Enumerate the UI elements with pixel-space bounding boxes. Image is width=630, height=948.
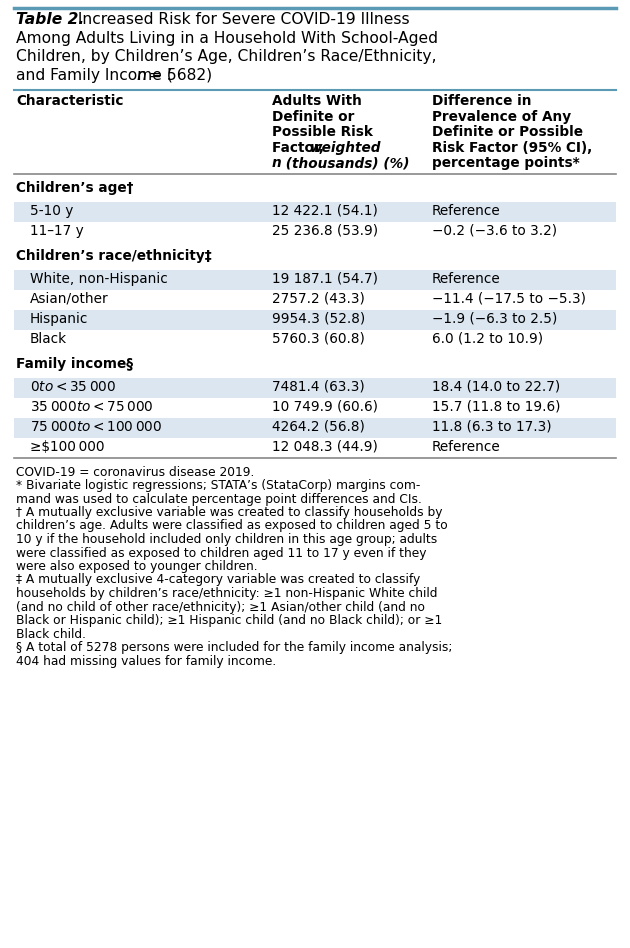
Text: −1.9 (−6.3 to 2.5): −1.9 (−6.3 to 2.5)	[432, 312, 558, 325]
Bar	[14, 246, 616, 269]
Text: 11–17 y: 11–17 y	[30, 224, 84, 238]
Text: 4264.2 (56.8): 4264.2 (56.8)	[272, 420, 365, 433]
Text: $0 to <$35 000: $0 to <$35 000	[30, 379, 116, 393]
Text: 6.0 (1.2 to 10.9): 6.0 (1.2 to 10.9)	[432, 332, 543, 345]
Text: 25 236.8 (53.9): 25 236.8 (53.9)	[272, 224, 378, 238]
Text: 12 048.3 (44.9): 12 048.3 (44.9)	[272, 440, 378, 453]
Bar	[14, 269, 616, 289]
Text: Definite or Possible: Definite or Possible	[432, 125, 583, 139]
Text: 12 422.1 (54.1): 12 422.1 (54.1)	[272, 204, 378, 217]
Text: Prevalence of Any: Prevalence of Any	[432, 110, 571, 123]
Text: Hispanic: Hispanic	[30, 312, 88, 325]
Text: Family income§: Family income§	[16, 356, 133, 371]
Text: children’s age. Adults were classified as exposed to children aged 5 to: children’s age. Adults were classified a…	[16, 520, 448, 533]
Text: White, non-Hispanic: White, non-Hispanic	[30, 271, 168, 285]
Text: households by children’s race/ethnicity: ≥1 non-Hispanic White child: households by children’s race/ethnicity:…	[16, 587, 437, 600]
Text: (and no child of other race/ethnicity); ≥1 Asian/other child (and no: (and no child of other race/ethnicity); …	[16, 600, 425, 613]
Text: 18.4 (14.0 to 22.7): 18.4 (14.0 to 22.7)	[432, 379, 560, 393]
Text: −0.2 (−3.6 to 3.2): −0.2 (−3.6 to 3.2)	[432, 224, 557, 238]
Text: Factor,: Factor,	[272, 140, 329, 155]
Text: Reference: Reference	[432, 204, 501, 217]
Text: Table 2.: Table 2.	[16, 12, 84, 27]
Text: * Bivariate logistic regressions; STATA’s (StataCorp) margins com-: * Bivariate logistic regressions; STATA’…	[16, 479, 420, 492]
Text: n: n	[272, 156, 282, 170]
Text: Children’s race/ethnicity‡: Children’s race/ethnicity‡	[16, 248, 212, 263]
Text: 5-10 y: 5-10 y	[30, 204, 73, 217]
Text: $75 000 to <$100 000: $75 000 to <$100 000	[30, 420, 163, 433]
Text: Children’s age†: Children’s age†	[16, 180, 134, 194]
Text: Possible Risk: Possible Risk	[272, 125, 373, 139]
Text: ≥$100 000: ≥$100 000	[30, 440, 105, 453]
Text: Increased Risk for Severe COVID-19 Illness: Increased Risk for Severe COVID-19 Illne…	[73, 12, 410, 27]
Text: n: n	[136, 67, 146, 82]
Text: and Family Income (: and Family Income (	[16, 67, 173, 82]
Bar	[14, 309, 616, 330]
Text: Risk Factor (95% CI),: Risk Factor (95% CI),	[432, 140, 592, 155]
Bar	[14, 354, 616, 377]
Text: Asian/other: Asian/other	[30, 291, 108, 305]
Text: 19 187.1 (54.7): 19 187.1 (54.7)	[272, 271, 378, 285]
Text: Adults With: Adults With	[272, 94, 362, 108]
Text: Black: Black	[30, 332, 67, 345]
Text: Black child.: Black child.	[16, 628, 86, 641]
Text: −11.4 (−17.5 to −5.3): −11.4 (−17.5 to −5.3)	[432, 291, 586, 305]
Text: Reference: Reference	[432, 271, 501, 285]
Text: Among Adults Living in a Household With School-Aged: Among Adults Living in a Household With …	[16, 30, 438, 46]
Text: (thousands) (%): (thousands) (%)	[281, 156, 410, 170]
Text: = 5682): = 5682)	[144, 67, 212, 82]
Bar	[14, 417, 616, 437]
Text: 10 749.9 (60.6): 10 749.9 (60.6)	[272, 399, 378, 413]
Text: § A total of 5278 persons were included for the family income analysis;: § A total of 5278 persons were included …	[16, 641, 452, 654]
Bar	[14, 377, 616, 397]
Text: weighted: weighted	[310, 140, 382, 155]
Text: 404 had missing values for family income.: 404 had missing values for family income…	[16, 654, 276, 667]
Text: 7481.4 (63.3): 7481.4 (63.3)	[272, 379, 365, 393]
Text: 9954.3 (52.8): 9954.3 (52.8)	[272, 312, 365, 325]
Text: 10 y if the household included only children in this age group; adults: 10 y if the household included only chil…	[16, 533, 437, 546]
Text: Black or Hispanic child); ≥1 Hispanic child (and no Black child); or ≥1: Black or Hispanic child); ≥1 Hispanic ch…	[16, 614, 442, 627]
Text: Reference: Reference	[432, 440, 501, 453]
Text: Difference in: Difference in	[432, 94, 532, 108]
Text: Characteristic: Characteristic	[16, 94, 123, 108]
Text: † A mutually exclusive variable was created to classify households by: † A mutually exclusive variable was crea…	[16, 506, 442, 519]
Text: were also exposed to younger children.: were also exposed to younger children.	[16, 560, 258, 573]
Text: 11.8 (6.3 to 17.3): 11.8 (6.3 to 17.3)	[432, 420, 552, 433]
Text: 5760.3 (60.8): 5760.3 (60.8)	[272, 332, 365, 345]
Text: Children, by Children’s Age, Children’s Race/Ethnicity,: Children, by Children’s Age, Children’s …	[16, 49, 437, 64]
Text: Definite or: Definite or	[272, 110, 354, 123]
Bar	[14, 202, 616, 222]
Text: 2757.2 (43.3): 2757.2 (43.3)	[272, 291, 365, 305]
Text: mand was used to calculate percentage point differences and CIs.: mand was used to calculate percentage po…	[16, 493, 422, 505]
Text: COVID-19 = coronavirus disease 2019.: COVID-19 = coronavirus disease 2019.	[16, 465, 255, 479]
Bar	[14, 177, 616, 202]
Text: were classified as exposed to children aged 11 to 17 y even if they: were classified as exposed to children a…	[16, 546, 427, 559]
Text: $35 000 to <$75 000: $35 000 to <$75 000	[30, 399, 154, 413]
Text: 15.7 (11.8 to 19.6): 15.7 (11.8 to 19.6)	[432, 399, 561, 413]
Text: ‡ A mutually exclusive 4-category variable was created to classify: ‡ A mutually exclusive 4-category variab…	[16, 574, 420, 587]
Text: percentage points*: percentage points*	[432, 156, 580, 170]
